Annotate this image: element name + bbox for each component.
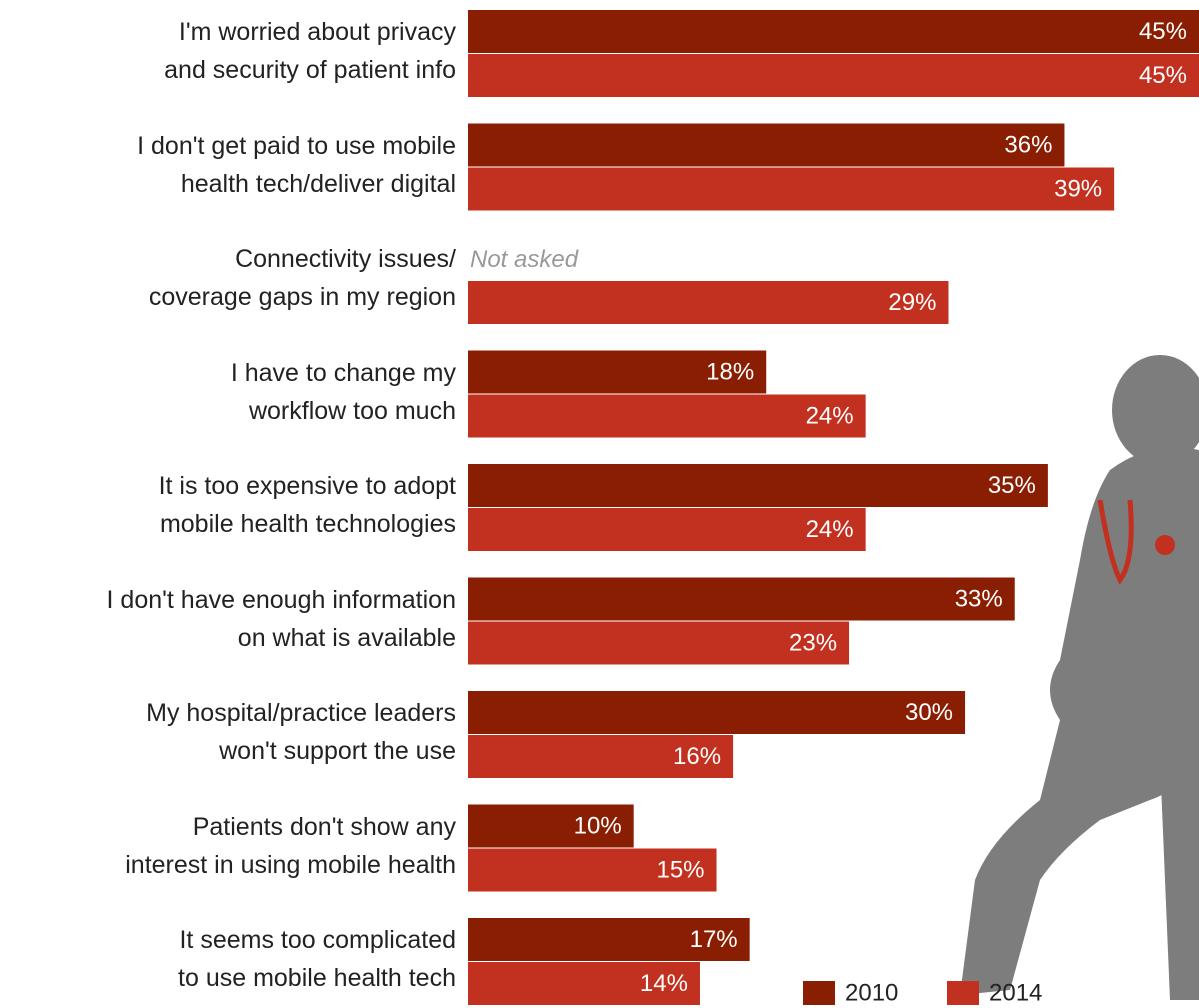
value-label: 14% — [640, 970, 688, 997]
legend-label: 2010 — [845, 979, 898, 1006]
legend-swatch — [803, 981, 835, 1005]
bar — [468, 508, 866, 551]
category-label: Connectivity issues/ coverage gaps in my… — [148, 245, 456, 311]
legend-label: 2014 — [989, 979, 1042, 1006]
bar — [468, 735, 734, 778]
bar — [468, 123, 1065, 167]
bar — [468, 804, 634, 848]
value-label: 45% — [1139, 62, 1187, 89]
category-label: I have to change my workflow too much — [230, 358, 456, 425]
value-label: 17% — [690, 926, 738, 953]
bar — [468, 350, 767, 394]
category-label: My hospital/practice leaders won't suppo… — [146, 699, 456, 765]
bar — [468, 167, 1115, 211]
missing-label: Not asked — [470, 246, 579, 273]
category-label: I don't have enough information on what … — [106, 585, 456, 652]
category-label: It seems too complicated to use mobile h… — [178, 926, 456, 992]
value-label: 16% — [673, 743, 721, 770]
bar — [468, 962, 700, 1005]
bar — [468, 918, 750, 961]
bar — [468, 281, 949, 324]
legend-swatch — [947, 981, 979, 1005]
value-label: 18% — [706, 358, 754, 385]
bar — [468, 10, 1199, 53]
value-label: 33% — [955, 585, 1003, 612]
value-label: 45% — [1139, 18, 1187, 45]
value-label: 23% — [789, 629, 837, 656]
bar — [468, 691, 966, 734]
value-label: 10% — [574, 812, 622, 839]
bar — [468, 54, 1199, 97]
value-label: 30% — [905, 699, 953, 726]
bar — [468, 394, 866, 438]
bar — [468, 464, 1048, 507]
doctor-silhouette — [960, 355, 1199, 1000]
value-label: 36% — [1004, 131, 1052, 158]
bar — [468, 577, 1015, 621]
value-label: 39% — [1054, 175, 1102, 202]
category-label: It is too expensive to adopt mobile heal… — [158, 472, 456, 538]
bar — [468, 848, 717, 892]
category-label: Patients don't show any interest in usin… — [125, 812, 456, 879]
category-label: I'm worried about privacy and security o… — [164, 18, 456, 84]
category-label: I don't get paid to use mobile health te… — [137, 131, 456, 198]
value-label: 29% — [888, 289, 936, 316]
value-label: 35% — [988, 472, 1036, 499]
bar — [468, 621, 850, 665]
value-label: 24% — [806, 516, 854, 543]
value-label: 24% — [806, 402, 854, 429]
value-label: 15% — [656, 856, 704, 883]
